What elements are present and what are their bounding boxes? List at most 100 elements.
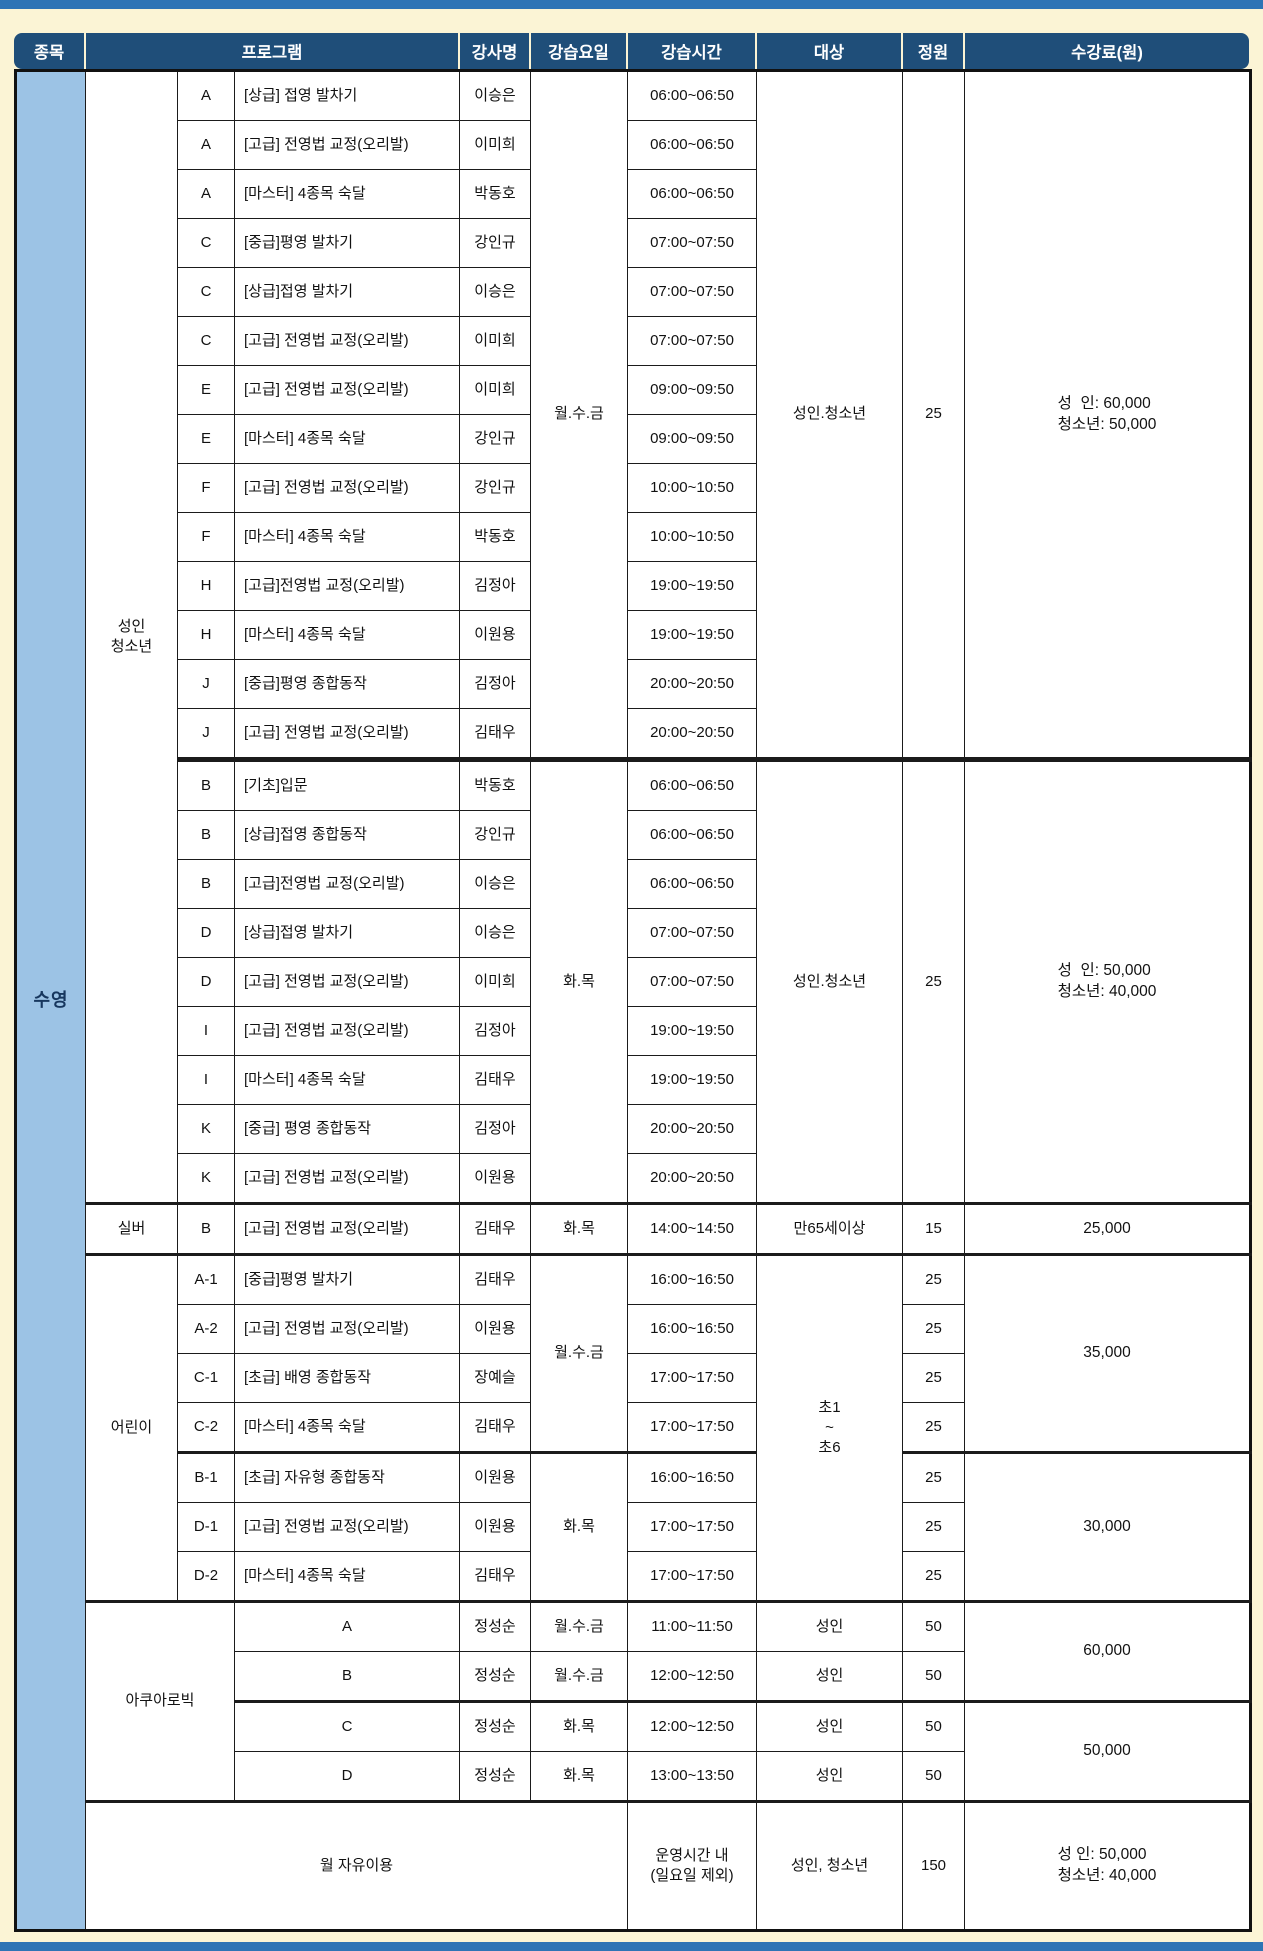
cell-text: 14:00~14:50 [650,1219,734,1237]
cell-text: 박동호 [474,776,516,794]
time-cell: 07:00~07:50 [627,908,757,958]
program-cell: [중급]평영 발차기 [234,1253,460,1305]
cell-text: 화.목 [563,1219,595,1237]
table-row: A-2 [고급] 전영법 교정(오리발) 이원용 16:00~16:50 25 [16,1304,1251,1354]
instructor-cell: 장예슬 [459,1353,531,1403]
time-cell: 10:00~10:50 [627,463,757,513]
class-cell: B-1 [177,1451,235,1503]
cell-text: K [200,1168,211,1186]
cell-text: 60,000 [1083,1642,1131,1660]
cell-text: B [200,874,211,892]
column-header: 대상 [755,33,901,69]
cell-text: [고급] 전영법 교정(오리발) [244,1517,409,1535]
program-cell: [고급] 전영법 교정(오리발) [234,1006,460,1056]
cell-text: 성 인: 50,000 청소년: 40,000 [1057,1846,1157,1884]
instructor-cell: 이원용 [459,1502,531,1552]
class-cell: B [177,859,235,909]
cell-text: B [200,776,211,794]
program-cell: [고급] 전영법 교정(오리발) [234,1153,460,1205]
program-cell: [고급] 전영법 교정(오리발) [234,957,460,1007]
cell-text: 12:00~12:50 [650,1717,734,1735]
cell-text: 이승은 [474,86,516,104]
time-cell: 06:00~06:50 [627,859,757,909]
cell-text: B [200,1219,211,1237]
column-header: 프로그램 [84,33,458,69]
time-cell: 06:00~06:50 [627,70,757,121]
cell-text: D [200,923,212,941]
program-cell: [기초]입문 [234,757,460,811]
cell-text: 성인.청소년 [792,405,867,423]
cell-text: 정성순 [474,1766,516,1784]
cell-text: 06:00~06:50 [650,874,734,892]
cell-text: 월.수.금 [554,405,604,423]
cell-text: 16:00~16:50 [650,1468,734,1486]
cell-text: 07:00~07:50 [650,923,734,941]
cell-text: 25,000 [1083,1219,1131,1237]
cell-text: 성인, 청소년 [790,1856,869,1874]
cell-text: 이미희 [474,380,516,398]
group-cell: 아쿠아로빅 [85,1600,235,1802]
table-row: K [중급] 평영 종합동작 김정아 20:00~20:50 [16,1104,1251,1154]
cell-text: 박동호 [474,184,516,202]
cell-text: C [341,1717,353,1735]
cell-text: 화.목 [563,1766,595,1784]
target-cell: 성인 [756,1700,903,1752]
cell-text: 10:00~10:50 [650,527,734,545]
program-cell: [마스터] 4종목 숙달 [234,169,460,219]
table-row: D [고급] 전영법 교정(오리발) 이미희 07:00~07:50 [16,957,1251,1007]
column-header: 강습시간 [626,33,755,69]
cell-text: [마스터] 4종목 숙달 [244,1070,366,1088]
days-cell: 화.목 [530,1751,628,1803]
class-cell: A [177,169,235,219]
cell-text: 김정아 [474,1119,516,1137]
cell-text: 50 [925,1617,942,1635]
cell-text: 19:00~19:50 [650,625,734,643]
instructor-cell: 김정아 [459,1006,531,1056]
cell-text: B-1 [194,1468,218,1486]
program-cell: [초급] 자유형 종합동작 [234,1451,460,1503]
cell-text: [마스터] 4종목 숙달 [244,184,366,202]
cell-text: 150 [920,1856,947,1874]
class-cell: H [177,610,235,660]
target-cell: 성인 [756,1651,903,1703]
cell-text: 06:00~06:50 [650,825,734,843]
table-row: C-2 [마스터] 4종목 숙달 김태우 17:00~17:50 25 [16,1402,1251,1454]
time-cell: 11:00~11:50 [627,1600,757,1652]
fee-cell: 35,000 [964,1253,1251,1453]
cell-text: H [200,576,212,594]
cell-text: 25 [925,1319,942,1337]
cell-text: 10:00~10:50 [650,478,734,496]
top-accent-strip [0,0,1263,9]
group-cell: 어린이 [85,1253,178,1602]
cell-text: B [200,825,211,843]
target-cell: 성인.청소년 [756,757,903,1204]
time-cell: 10:00~10:50 [627,512,757,562]
class-cell: D-2 [177,1551,235,1603]
cell-text: C-1 [193,1368,219,1386]
cell-text: [상급] 접영 발차기 [244,86,358,104]
days-cell: 화.목 [530,1202,628,1256]
capacity-cell: 50 [902,1751,965,1803]
table-row: B [기초]입문 박동호 화.목 06:00~06:50 성인.청소년 25 성 인: 50,… [16,757,1251,1204]
cell-text: C [200,233,212,251]
cell-text: 아쿠아로빅 [125,1692,195,1710]
capacity-cell: 25 [902,1451,965,1503]
cell-text: 50 [925,1666,942,1684]
instructor-cell: 김태우 [459,1402,531,1454]
class-cell: A-1 [177,1253,235,1305]
cell-text: 17:00~17:50 [650,1417,734,1435]
table-row: C [고급] 전영법 교정(오리발) 이미희 07:00~07:50 [16,316,1251,366]
program-cell: [초급] 배영 종합동작 [234,1353,460,1403]
schedule-page: 종목 프로그램 강사명 강습요일 강습시간 대상 정원 수강료(원) 수영 성인 청소년 A [상급… [0,9,1263,1942]
cell-text: 김태우 [474,1070,516,1088]
table-row: 수영 성인 청소년 A [상급] 접영 발차기 이승은 월.수.금 06:00~06:50 성… [15,70,1251,1931]
cell-text: 30,000 [1083,1517,1131,1535]
instructor-cell: 이승은 [459,267,531,317]
cell-text: C [200,331,212,349]
cell-text: 이원용 [474,1319,516,1337]
table-row: 실버 B [고급] 전영법 교정(오리발) 김태우 화.목 14:00~14:50 만65세… [16,1202,1251,1256]
cell-text: 운영시간 내 (일요일 제외) [650,1846,734,1884]
cell-text: [고급] 전영법 교정(오리발) [244,478,409,496]
cell-text: 강인규 [474,478,516,496]
cell-text: [고급] 전영법 교정(오리발) [244,1219,409,1237]
